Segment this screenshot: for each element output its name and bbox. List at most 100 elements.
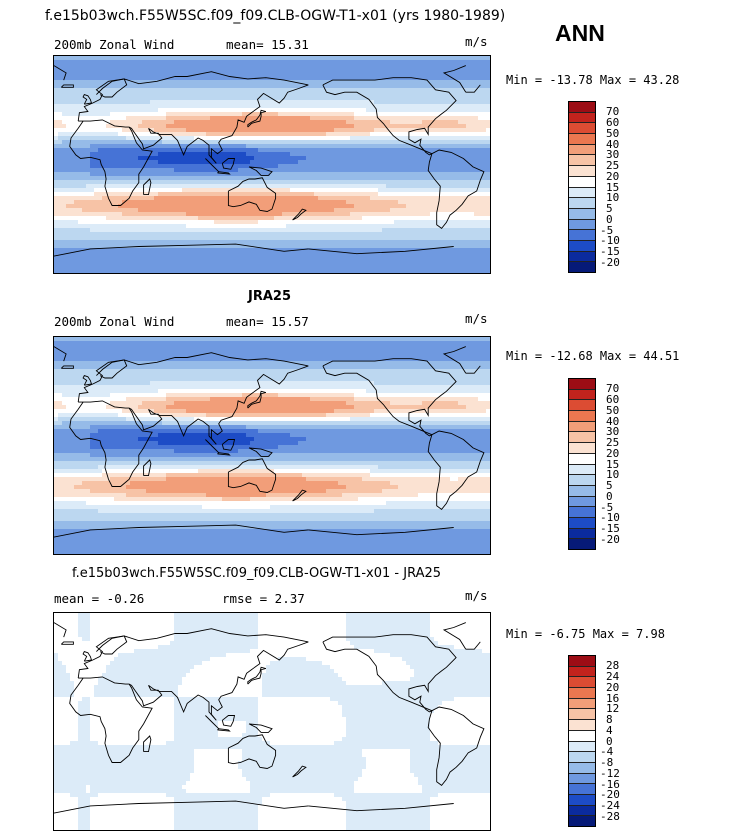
field-cell [186,64,191,69]
field-cell [466,100,471,105]
field-cell [474,232,479,237]
field-cell [386,96,391,101]
field-cell [298,116,303,121]
field-cell [166,92,171,97]
field-cell [402,92,407,97]
field-cell [450,160,455,165]
field-cell [234,116,239,121]
field-cell [426,232,431,237]
field-cell [382,72,387,77]
field-cell [174,236,179,241]
field-cell [126,96,131,101]
field-cell [354,232,359,237]
field-cell [434,60,439,65]
field-cell [166,56,171,61]
field-cell [462,136,467,141]
field-cell [190,228,195,233]
field-cell [394,196,399,201]
field-cell [338,152,343,157]
field-cell [118,232,123,237]
field-cell [134,76,139,81]
field-cell [326,104,331,109]
field-cell [450,108,455,113]
field-cell [346,144,351,149]
field-cell [158,228,163,233]
field-cell [94,168,99,173]
field-cell [306,200,311,205]
field-cell [158,180,163,185]
field-cell [66,100,71,105]
field-cell [138,116,143,121]
field-cell [134,80,139,85]
field-cell [150,84,155,89]
field-cell [170,124,175,129]
field-cell [114,56,119,61]
field-cell [182,184,187,189]
field-cell [126,136,131,141]
field-cell [178,120,183,125]
field-cell [282,216,287,221]
field-cell [482,152,487,157]
field-cell [62,216,67,221]
field-cell [150,224,155,229]
field-cell [458,76,463,81]
field-cell [186,228,191,233]
field-cell [162,56,167,61]
field-cell [470,188,475,193]
field-cell [410,188,415,193]
field-cell [306,228,311,233]
field-cell [314,220,319,225]
field-cell [150,100,155,105]
field-cell [110,112,115,117]
field-cell [382,220,387,225]
field-cell [234,80,239,85]
field-cell [234,56,239,61]
field-cell [130,172,135,177]
field-cell [162,156,167,161]
field-cell [422,192,427,197]
field-cell [242,80,247,85]
field-cell [198,104,203,109]
field-cell [310,220,315,225]
field-cell [66,224,71,229]
field-cell [430,108,435,113]
field-cell [226,92,231,97]
field-cell [146,60,151,65]
field-cell [162,140,167,145]
field-cell [458,188,463,193]
field-cell [318,144,323,149]
field-cell [402,212,407,217]
field-cell [114,80,119,85]
field-cell [414,120,419,125]
field-cell [154,164,159,169]
field-cell [370,56,375,61]
field-cell [262,220,267,225]
field-cell [290,80,295,85]
field-cell [290,212,295,217]
field-cell [414,112,419,117]
field-cell [486,168,490,173]
field-cell [202,124,207,129]
field-cell [322,100,327,105]
field-cell [330,164,335,169]
field-cell [290,228,295,233]
field-cell [466,208,471,213]
field-cell [350,232,355,237]
field-cell [430,228,435,233]
field-cell [274,164,279,169]
field-cell [234,132,239,137]
field-cell [74,116,79,121]
field-cell [390,148,395,153]
field-cell [262,172,267,177]
field-cell [250,204,255,209]
field-cell [162,112,167,117]
field-cell [78,88,83,93]
field-cell [382,200,387,205]
field-cell [230,64,235,69]
field-cell [190,132,195,137]
field-cell [446,80,451,85]
field-cell [146,132,151,137]
field-cell [138,76,143,81]
field-cell [446,120,451,125]
field-cell [142,144,147,149]
